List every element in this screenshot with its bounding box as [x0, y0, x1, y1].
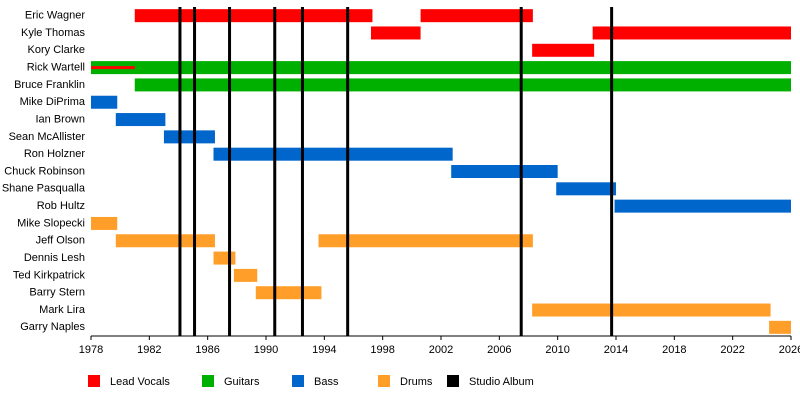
legend-swatch [202, 375, 214, 387]
bar [213, 147, 453, 161]
bar [115, 234, 215, 248]
legend-label: Studio Album [469, 376, 534, 388]
bar [556, 182, 616, 196]
x-tick-label: 2010 [545, 344, 569, 356]
bar [532, 303, 771, 317]
row-label: Mark Lira [39, 304, 86, 316]
row-label: Dennis Lesh [24, 252, 85, 264]
row-label: Kory Clarke [28, 44, 85, 56]
x-tick-label: 2018 [662, 344, 686, 356]
legend-label: Guitars [224, 376, 260, 388]
row-label: Chuck Robinson [4, 165, 85, 177]
bar [233, 268, 258, 282]
bar [115, 113, 166, 127]
legend-label: Lead Vocals [110, 376, 170, 388]
x-tick-label: 1986 [195, 344, 219, 356]
x-tick-label: 1994 [312, 344, 336, 356]
legend-label: Bass [314, 376, 339, 388]
bar [420, 9, 533, 23]
bar [614, 199, 791, 213]
legend-swatch [447, 375, 459, 387]
x-tick-label: 2026 [779, 344, 800, 356]
row-label: Eric Wagner [25, 10, 85, 22]
x-tick-label: 1998 [370, 344, 394, 356]
bar [163, 130, 215, 144]
bar [134, 9, 373, 23]
bar [134, 78, 791, 92]
row-label: Mike Slopecki [17, 217, 85, 229]
x-tick-label: 1990 [254, 344, 278, 356]
x-tick-label: 1978 [79, 344, 103, 356]
row-label: Jeff Olson [36, 235, 85, 247]
x-tick-label: 2002 [429, 344, 453, 356]
row-label: Mike DiPrima [20, 96, 86, 108]
bar [371, 26, 421, 40]
row-label: Sean McAllister [9, 131, 86, 143]
row-label: Ted Kirkpatrick [13, 269, 86, 281]
row-label: Garry Naples [20, 321, 85, 333]
bar [592, 26, 791, 40]
x-tick-label: 2014 [604, 344, 628, 356]
row-label: Shane Pasqualla [2, 183, 86, 195]
bar [91, 95, 118, 109]
x-tick-label: 2006 [487, 344, 511, 356]
row-label: Ron Holzner [24, 148, 85, 160]
x-tick-label: 1982 [137, 344, 161, 356]
row-label: Ian Brown [35, 113, 85, 125]
row-label: Barry Stern [29, 287, 85, 299]
legend-swatch [378, 375, 390, 387]
row-label: Rob Hultz [37, 200, 85, 212]
bar [91, 61, 791, 75]
bar [213, 251, 236, 265]
x-tick-label: 2022 [720, 344, 744, 356]
row-label: Bruce Franklin [14, 79, 85, 91]
bar [769, 320, 791, 334]
bar [318, 234, 533, 248]
legend-swatch [88, 375, 100, 387]
bar [451, 165, 558, 178]
bar [91, 216, 118, 230]
bar [532, 43, 595, 57]
row-label: Kyle Thomas [21, 27, 85, 39]
legend-swatch [292, 375, 304, 387]
legend-label: Drums [400, 376, 433, 388]
bar [255, 286, 322, 300]
bar [91, 66, 135, 70]
row-label: Rick Wartell [27, 62, 85, 74]
